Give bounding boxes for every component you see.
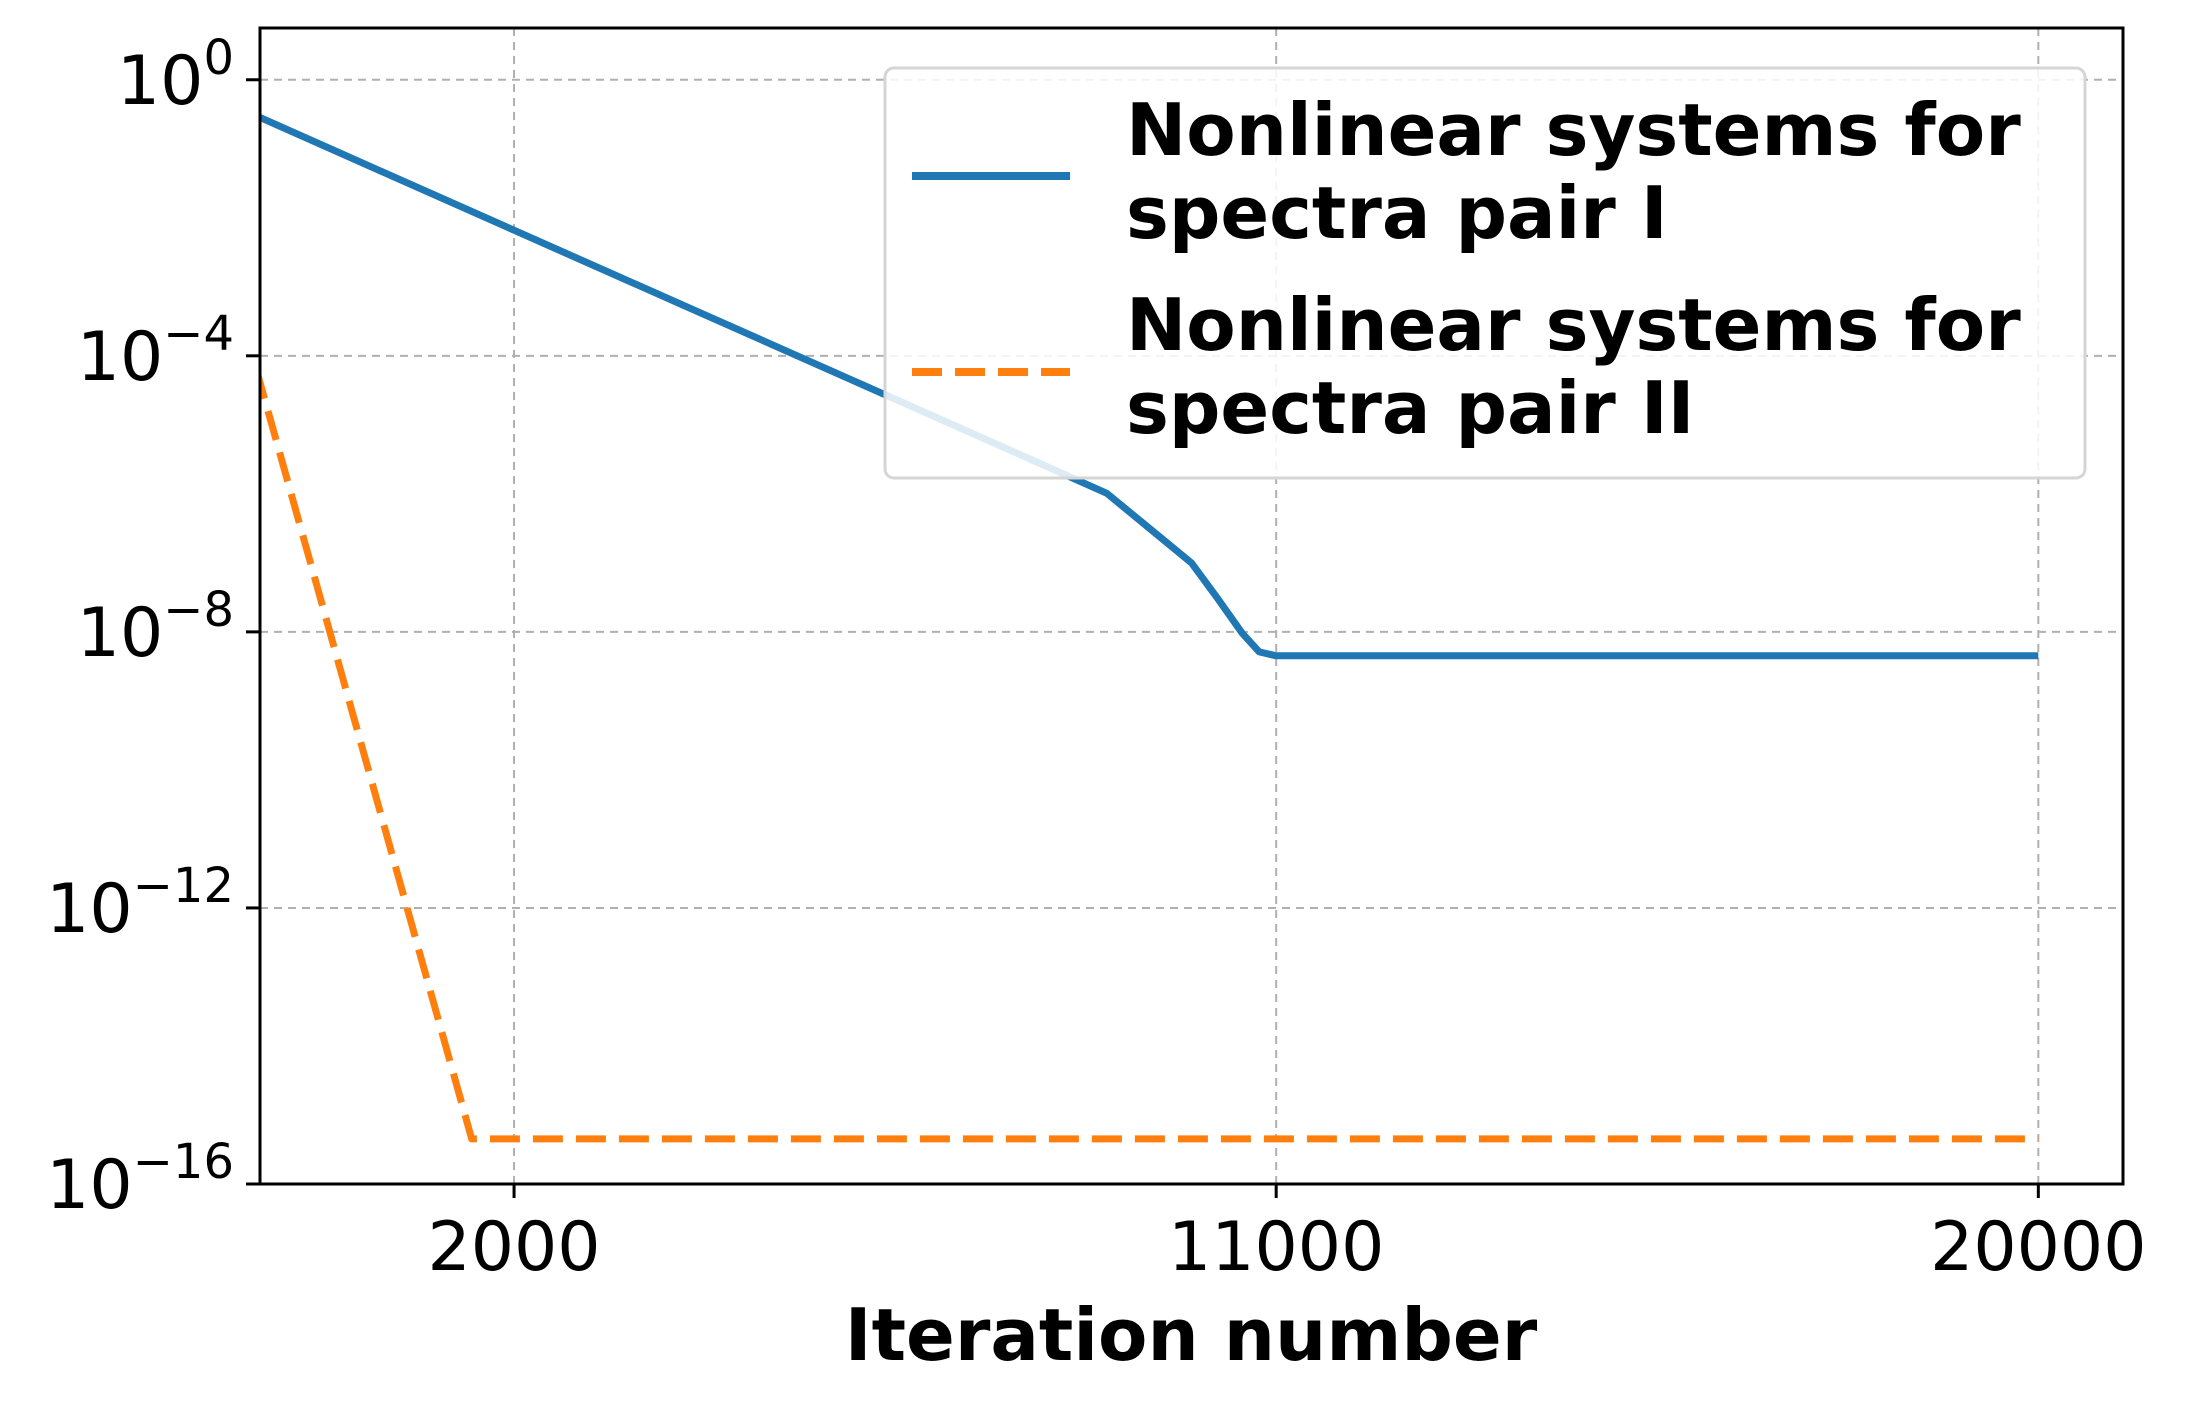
y-tick-base: 10: [46, 870, 133, 949]
y-tick-exponent: 0: [203, 30, 234, 86]
series-line-2: [260, 369, 2039, 1143]
series-line-1: [260, 113, 2039, 660]
y-tick-base: 10: [77, 594, 164, 673]
y-tick-base: 10: [77, 318, 164, 397]
y-tick-label: 10−4: [77, 306, 234, 397]
series-lines: [260, 113, 2039, 1143]
legend-label-series-1-line2: spectra pair I: [1126, 171, 1668, 255]
plot-frame: [258, 26, 2125, 1186]
x-tick-label: 20000: [1930, 1208, 2146, 1287]
y-tick-exponent: −8: [163, 582, 234, 638]
y-tick-label: 10−8: [77, 582, 234, 673]
y-tick-base: 10: [46, 1146, 133, 1225]
x-axis-title: Iteration number: [845, 1293, 1538, 1377]
legend: Nonlinear systems for spectra pair I Non…: [883, 66, 2087, 480]
legend-label-series-2-line2: spectra pair II: [1126, 366, 1694, 450]
legend-label-series-1: Nonlinear systems for: [1126, 88, 2021, 172]
y-tick-exponent: −12: [133, 858, 234, 914]
y-tick-exponent: −16: [133, 1134, 234, 1190]
y-tick-exponent: −4: [163, 306, 234, 362]
legend-label-series-2: Nonlinear systems for: [1126, 283, 2021, 367]
y-tick-label: 100: [117, 30, 234, 121]
x-tick-label: 11000: [1168, 1208, 1384, 1287]
legend-frame: [883, 66, 2087, 480]
y-tick-base: 10: [117, 42, 204, 121]
x-tick-label: 2000: [428, 1208, 601, 1287]
y-tick-label: 10−12: [46, 858, 234, 949]
y-tick-label: 10−16: [46, 1134, 234, 1225]
